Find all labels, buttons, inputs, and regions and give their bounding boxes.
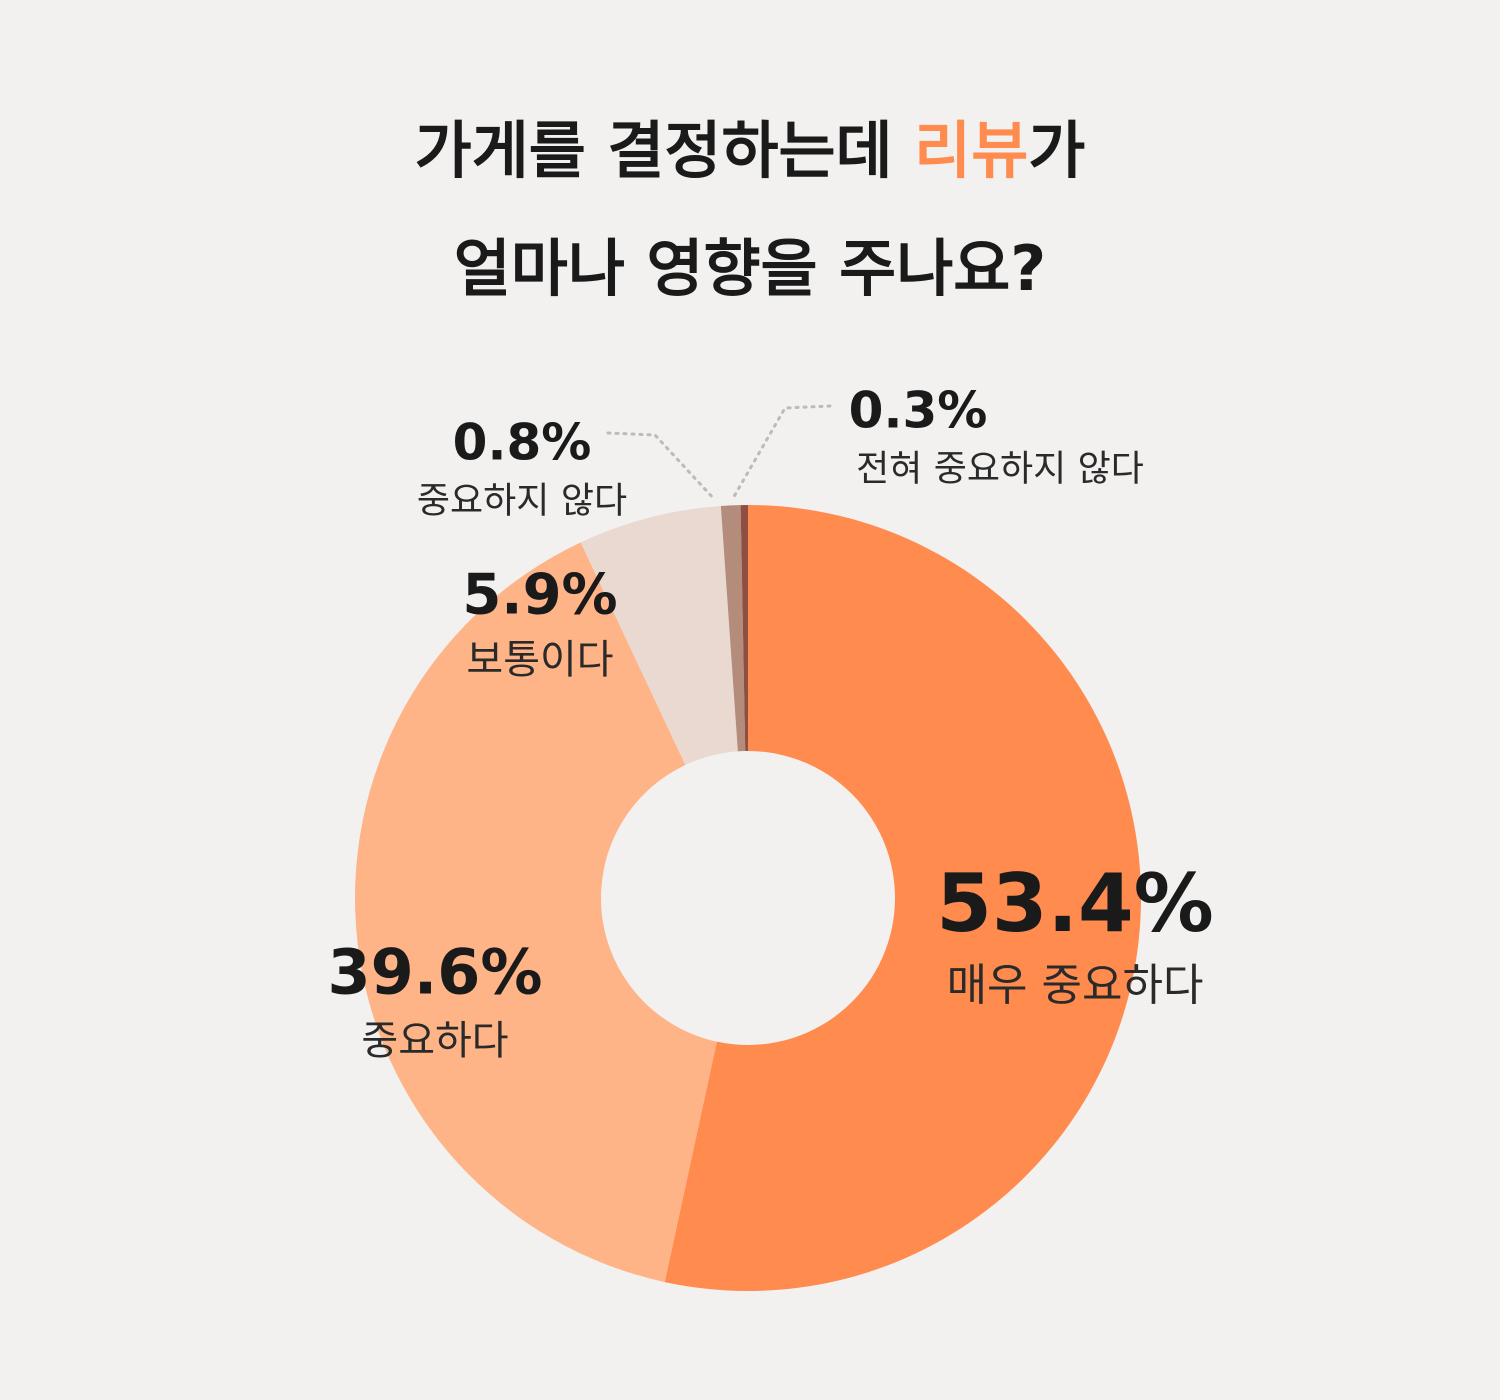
title-part: 가게를 결정하는데 [415, 114, 915, 187]
chart-title-line1: 가게를 결정하는데 리뷰가 [415, 114, 1086, 187]
category-label: 중요하다 [361, 1018, 508, 1064]
donut [355, 505, 1142, 1291]
value-label: 53.4% [936, 857, 1214, 950]
category-label: 중요하지 않다 [417, 481, 627, 522]
slice [664, 505, 1142, 1291]
slice [740, 505, 748, 752]
leader-line [606, 431, 717, 502]
labels: 53.4% 매우 중요하다 39.6% 중요하다 5.9% 보통이다 0.8% 중요하지 않다… [327, 382, 1213, 1065]
title-part: 가 [1028, 114, 1085, 187]
slice [720, 505, 746, 752]
category-label: 매우 중요하다 [947, 960, 1204, 1011]
value-label: 5.9% [462, 563, 617, 628]
category-label: 보통이다 [466, 637, 613, 683]
title-highlight: 리뷰 [914, 114, 1028, 187]
value-label: 0.8% [453, 414, 592, 472]
value-label: 0.3% [849, 382, 988, 440]
slice [580, 505, 738, 765]
value-label: 39.6% [327, 936, 542, 1009]
chart-title-line2: 얼마나 영향을 주나요? [454, 232, 1047, 305]
leader-line [730, 404, 832, 502]
slice [355, 542, 717, 1283]
category-label: 전혀 중요하지 않다 [856, 449, 1144, 490]
